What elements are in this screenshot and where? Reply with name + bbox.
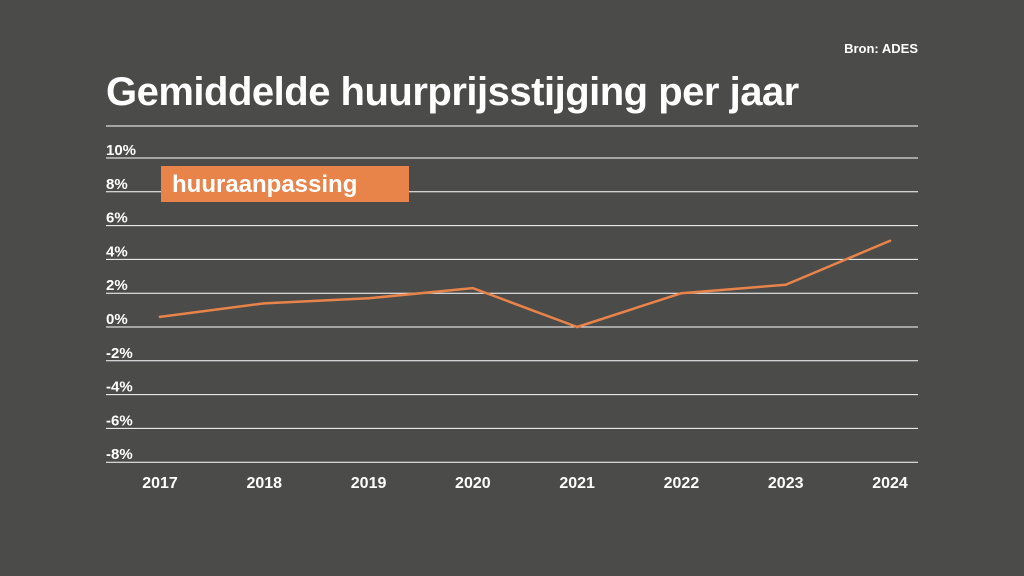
x-tick-label: 2022 <box>664 475 700 492</box>
x-tick-label: 2018 <box>246 475 282 492</box>
y-tick-label: -4% <box>106 379 133 396</box>
series-line <box>159 239 891 329</box>
x-tick-label: 2024 <box>872 475 908 492</box>
data-point <box>158 315 162 319</box>
x-tick-label: 2019 <box>351 475 387 492</box>
data-point <box>784 283 788 287</box>
chart-title: Gemiddelde huurprijsstijging per jaar <box>106 70 799 114</box>
data-point <box>471 286 475 290</box>
data-point <box>575 325 579 329</box>
x-tick-label: 2020 <box>455 475 491 492</box>
data-point <box>680 291 683 295</box>
y-tick-label: 6% <box>106 210 128 227</box>
legend-box <box>161 166 409 202</box>
y-tick-label: -2% <box>106 345 133 362</box>
x-tick-label: 2017 <box>142 475 178 492</box>
legend-label: huuraanpassing <box>172 171 357 198</box>
y-tick-label: -6% <box>106 412 133 429</box>
y-tick-label: 10% <box>106 142 136 159</box>
x-tick-label: 2021 <box>559 475 595 492</box>
y-tick-label: -8% <box>106 446 133 463</box>
y-tick-label: 4% <box>106 243 128 260</box>
data-point <box>262 302 266 305</box>
data-point <box>888 239 892 243</box>
source-label: Bron: ADES <box>844 41 918 56</box>
y-tick-label: 2% <box>106 277 128 294</box>
y-tick-label: 0% <box>106 311 128 328</box>
x-tick-label: 2023 <box>768 475 804 492</box>
data-point <box>367 296 370 300</box>
y-tick-label: 8% <box>106 176 128 193</box>
